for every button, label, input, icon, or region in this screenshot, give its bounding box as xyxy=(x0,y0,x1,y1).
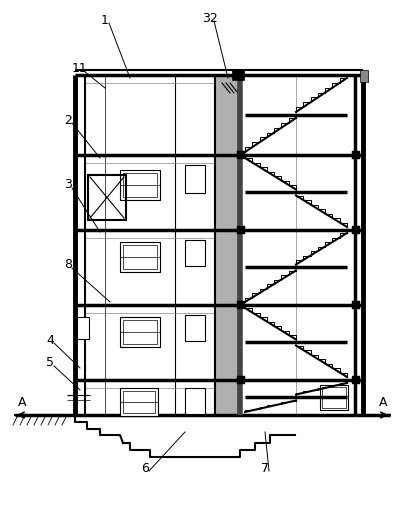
Bar xyxy=(120,317,160,347)
Text: A: A xyxy=(18,397,26,409)
Bar xyxy=(237,301,245,309)
Text: 1: 1 xyxy=(101,13,109,26)
Text: 32: 32 xyxy=(202,11,218,25)
Bar xyxy=(123,173,157,197)
Bar xyxy=(185,388,205,414)
Text: 7: 7 xyxy=(261,461,269,474)
Text: A: A xyxy=(379,397,387,409)
Text: 11: 11 xyxy=(72,61,88,75)
Bar xyxy=(77,317,89,339)
Text: 8: 8 xyxy=(64,259,72,271)
Text: 2: 2 xyxy=(64,113,72,127)
Text: 5: 5 xyxy=(46,356,54,369)
Bar xyxy=(185,165,205,193)
Bar xyxy=(185,240,205,266)
Text: 3: 3 xyxy=(64,179,72,192)
Bar xyxy=(123,320,157,344)
Bar xyxy=(120,242,160,272)
Bar xyxy=(352,226,360,234)
Bar xyxy=(215,75,240,415)
Bar xyxy=(237,376,245,384)
Bar xyxy=(352,376,360,384)
Bar xyxy=(123,245,157,269)
Text: 6: 6 xyxy=(141,461,149,474)
Bar xyxy=(185,315,205,341)
Bar xyxy=(320,385,348,410)
Bar xyxy=(237,151,245,159)
Bar xyxy=(232,70,244,80)
Bar xyxy=(237,226,245,234)
Bar xyxy=(322,387,346,408)
Bar xyxy=(352,301,360,309)
Bar xyxy=(88,175,126,220)
Text: 4: 4 xyxy=(46,334,54,347)
Bar xyxy=(360,70,368,82)
Bar xyxy=(352,151,360,159)
Bar xyxy=(237,75,240,415)
Bar xyxy=(123,391,155,413)
Bar xyxy=(120,388,158,416)
Bar xyxy=(120,170,160,200)
